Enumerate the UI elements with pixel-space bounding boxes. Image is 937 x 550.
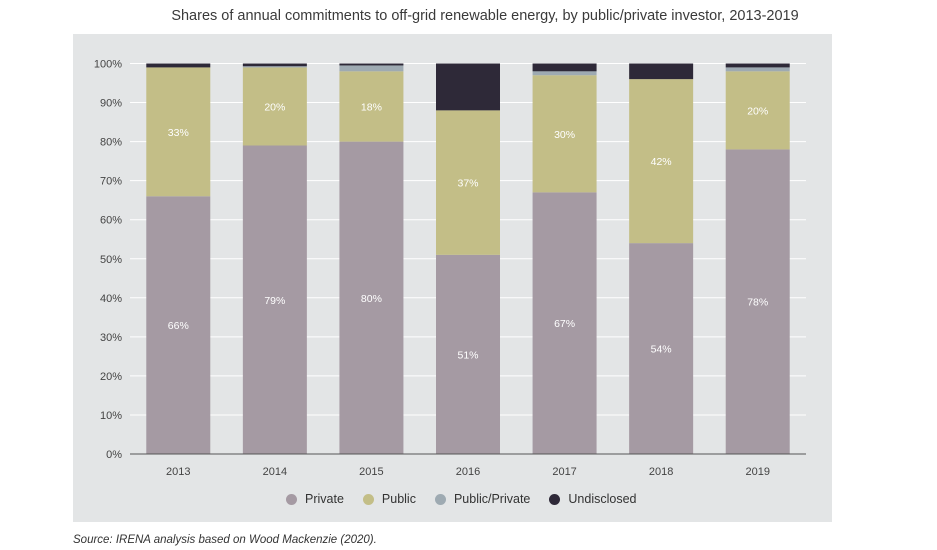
legend-swatch-public-private: [434, 493, 446, 505]
bar-segment-public: [436, 110, 500, 255]
bar-segment-public: [629, 79, 694, 244]
y-tick-label: 60%: [100, 215, 122, 227]
x-tick-label: 2015: [359, 466, 383, 478]
legend-swatch-undisclosed: [549, 493, 561, 505]
x-tick-label: 2013: [166, 466, 190, 478]
y-tick-label: 30%: [100, 332, 122, 344]
legend-swatch-public: [362, 493, 374, 505]
bar-segment-undisclosed: [339, 63, 404, 66]
bar-segment-private: [242, 145, 307, 454]
x-tick-label: 2019: [745, 466, 769, 478]
legend-item-public: Public: [362, 492, 416, 506]
bar-segment-undisclosed: [146, 63, 211, 68]
bar-segment-undisclosed: [242, 63, 307, 67]
data-label: 33%: [168, 127, 189, 139]
bar-segment-public-private: [242, 66, 307, 68]
x-tick-label: 2016: [456, 466, 480, 478]
y-tick-label: 20%: [100, 371, 122, 383]
bar-segment-public: [532, 75, 597, 193]
data-label: 42%: [651, 156, 672, 168]
data-label: 54%: [651, 344, 672, 356]
data-label: 80%: [361, 293, 382, 305]
bar-segment-private: [725, 149, 790, 454]
bar-segment-private: [532, 192, 597, 455]
y-tick-label: 40%: [100, 293, 122, 305]
y-tick-label: 10%: [100, 410, 122, 422]
bar-segment-private: [629, 243, 694, 454]
data-label: 79%: [264, 295, 285, 307]
bar-segment-public-private: [339, 65, 404, 72]
bar-segment-private: [339, 141, 404, 454]
bar-segment-public: [242, 67, 307, 146]
source-note: Source: IRENA analysis based on Wood Mac…: [73, 534, 377, 546]
y-tick-label: 0%: [106, 449, 122, 461]
legend-swatch-private: [286, 493, 297, 505]
legend-item-private: Private: [286, 492, 344, 506]
bar-segment-undisclosed: [725, 63, 790, 68]
data-label: 20%: [264, 101, 285, 113]
data-label: 78%: [747, 297, 768, 309]
legend-label-private: Private: [305, 492, 344, 506]
y-tick-label: 90%: [100, 98, 122, 110]
data-label: 37%: [457, 178, 478, 190]
x-tick-label: 2017: [552, 466, 576, 478]
data-label: 67%: [554, 318, 575, 330]
data-label: 51%: [457, 349, 478, 361]
legend-item-undisclosed: Undisclosed: [549, 492, 636, 506]
y-tick-label: 50%: [100, 254, 122, 266]
y-tick-label: 70%: [100, 176, 122, 188]
legend-label-public-private: Public/Private: [453, 492, 531, 506]
legend-label-undisclosed: Undisclosed: [568, 492, 637, 506]
data-label: 20%: [747, 105, 768, 117]
y-tick-label: 80%: [100, 137, 122, 149]
x-tick-label: 2014: [263, 466, 287, 478]
chart-title: Shares of annual commitments to off-grid…: [171, 8, 799, 24]
bar-segment-public-private: [725, 67, 790, 72]
chart-legend: Private Public Public/Private Undisclose…: [286, 491, 655, 507]
bar-segment-public: [339, 71, 404, 142]
legend-label-public: Public: [381, 492, 416, 506]
data-label: 30%: [554, 129, 575, 141]
y-tick-label: 100%: [94, 59, 122, 71]
data-label: 66%: [168, 320, 189, 332]
x-tick-label: 2018: [649, 466, 673, 478]
bar-segment-private: [146, 196, 211, 454]
data-label: 18%: [361, 101, 382, 113]
bar-segment-undisclosed: [532, 63, 597, 72]
bar-segment-undisclosed: [629, 63, 694, 80]
bar-segment-public: [146, 67, 211, 197]
bar-segment-private: [436, 254, 500, 454]
bar-segment-undisclosed: [436, 63, 500, 111]
bar-segment-public: [725, 71, 790, 150]
bar-segment-public-private: [532, 71, 597, 76]
legend-item-public-private: Public/Private: [434, 492, 531, 506]
